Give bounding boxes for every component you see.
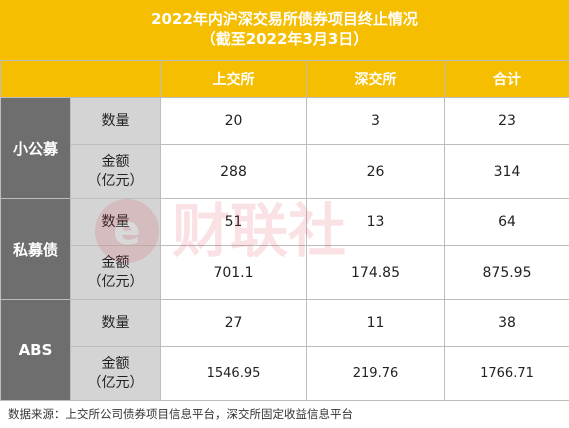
metric-amount: 金额 （亿元） (70, 346, 161, 401)
table-title: 2022年内沪深交易所债券项目终止情况 （截至2022年3月3日） (0, 0, 569, 60)
source-note: 数据来源：上交所公司债券项目信息平台，深交所固定收益信息平台 (8, 407, 353, 421)
cell-value: 1546.95 (160, 346, 307, 401)
cell-value: 11 (306, 299, 445, 347)
cell-value: 20 (160, 97, 307, 145)
cell-value: 174.85 (306, 245, 445, 300)
metric-amount: 金额 （亿元） (70, 144, 161, 199)
cell-value: 27 (160, 299, 307, 347)
cell-value: 219.76 (306, 346, 445, 401)
cell-value: 3 (306, 97, 445, 145)
metric-count: 数量 (70, 97, 161, 145)
table-row: ABS 数量 27 11 38 (0, 299, 569, 401)
cell-value: 1766.71 (444, 346, 569, 401)
metric-amount-line2: （亿元） (87, 374, 144, 391)
table-row: 私募债 数量 51 13 64 (0, 198, 569, 300)
table-row: 金额 （亿元） 1546.95 219.76 1766.71 (1, 346, 569, 401)
title-line-1: 2022年内沪深交易所债券项目终止情况 (151, 10, 418, 28)
group-label-private: 私募债 (0, 198, 71, 300)
metric-count: 数量 (70, 198, 161, 246)
header-blank (0, 60, 161, 98)
title-line-2: （截至2022年3月3日） (200, 30, 369, 48)
cell-value: 701.1 (160, 245, 307, 300)
cell-value: 288 (160, 144, 307, 199)
data-table: 上交所 深交所 合计 小公募 数量 20 3 23 金额 （亿元） 288 26… (0, 60, 569, 401)
cell-value: 38 (444, 299, 569, 347)
metric-amount-line2: （亿元） (87, 273, 144, 290)
cell-value: 26 (306, 144, 445, 199)
col-header-total: 合计 (444, 60, 569, 98)
group-label-public: 小公募 (0, 97, 71, 199)
cell-value: 314 (444, 144, 569, 199)
metric-amount-line1: 金额 (101, 153, 130, 170)
metric-amount-line1: 金额 (101, 355, 130, 372)
col-header-sse: 上交所 (160, 60, 307, 98)
cell-value: 64 (444, 198, 569, 246)
cell-value: 23 (444, 97, 569, 145)
col-header-szse: 深交所 (306, 60, 445, 98)
table-row: 金额 （亿元） 288 26 314 (1, 144, 569, 199)
header-row: 上交所 深交所 合计 (0, 60, 569, 98)
metric-amount-line2: （亿元） (87, 172, 144, 189)
metric-amount-line1: 金额 (101, 254, 130, 271)
cell-value: 51 (160, 198, 307, 246)
metric-count: 数量 (70, 299, 161, 347)
cell-value: 875.95 (444, 245, 569, 300)
metric-amount: 金额 （亿元） (70, 245, 161, 300)
table-row: 金额 （亿元） 701.1 174.85 875.95 (1, 245, 569, 300)
table-row: 小公募 数量 20 3 23 (0, 97, 569, 199)
group-label-abs: ABS (0, 299, 71, 401)
cell-value: 13 (306, 198, 445, 246)
